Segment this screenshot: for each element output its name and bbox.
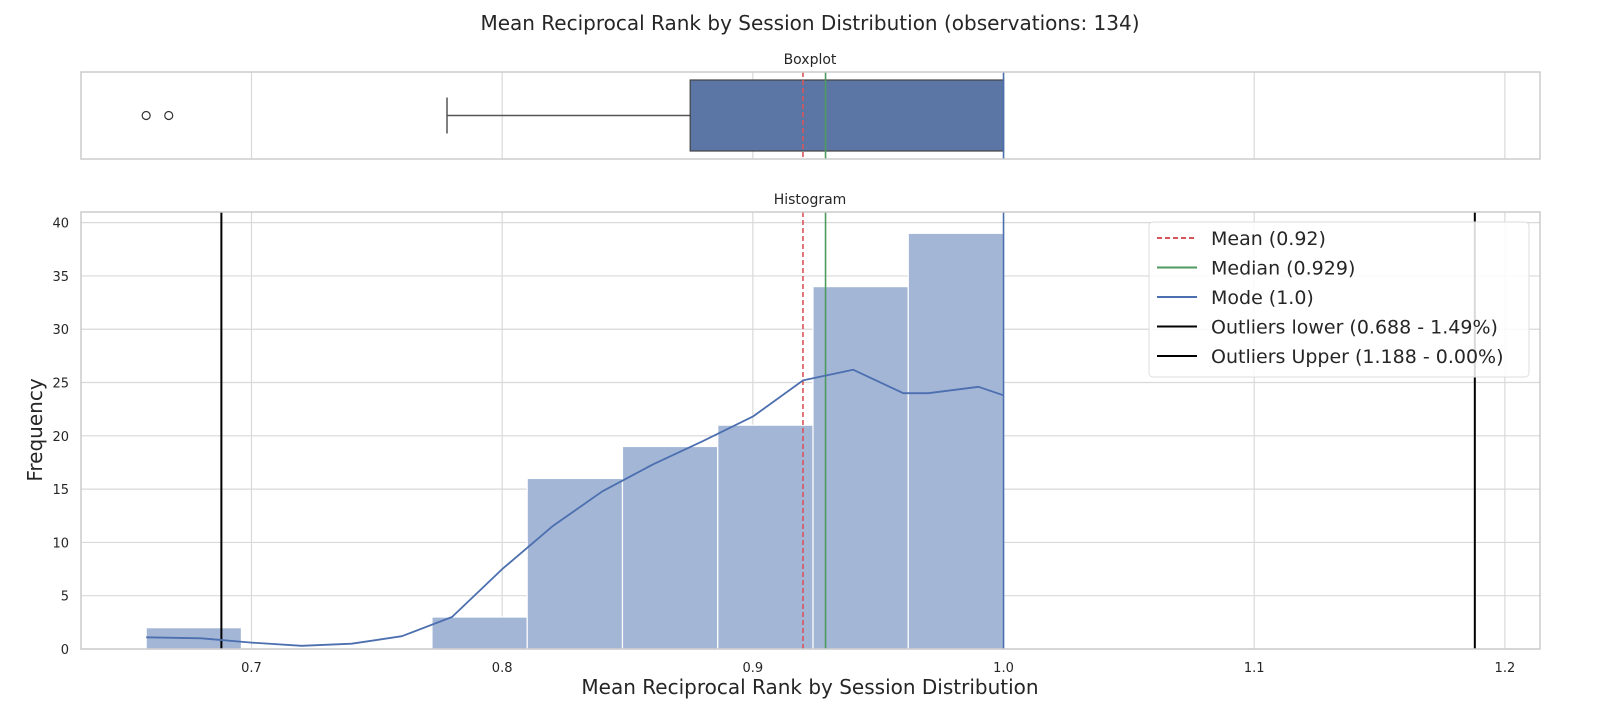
histogram-bars [145, 232, 1005, 650]
y-tick-label: 20 [52, 430, 69, 445]
legend-entry: Mean (0.92) [1211, 228, 1326, 250]
legend-frame [1148, 221, 1530, 378]
boxplot-outlier-point [164, 110, 174, 121]
x-tick-label: 0.8 [492, 661, 513, 676]
y-tick-label: 0 [61, 643, 69, 658]
x-tick-label: 0.9 [742, 661, 763, 676]
histogram-frame [80, 211, 1541, 650]
histogram-bar [717, 424, 814, 650]
histogram-bar [907, 232, 1005, 650]
y-tick-label: 25 [52, 377, 69, 392]
x-tick-label: 1.0 [993, 661, 1014, 676]
histogram-bar [812, 286, 909, 650]
y-tick-label: 30 [52, 323, 69, 338]
y-tick-label: 35 [52, 270, 69, 285]
histogram-panel: Histogram 0.7 0.8 0.9 1.0 1.1 1.2 0 5 10 15 20 25 3… [23, 192, 1541, 699]
kde-line [146, 368, 1004, 647]
legend-entry: Median (0.929) [1211, 258, 1355, 280]
figure-title: Mean Reciprocal Rank by Session Distribu… [480, 11, 1139, 35]
legend-entry: Outliers lower (0.688 - 1.49%) [1211, 317, 1498, 339]
boxplot-box [689, 79, 1005, 152]
histogram-bar [621, 445, 719, 650]
kde-curve [146, 368, 1004, 647]
x-tick-label: 1.1 [1244, 661, 1265, 676]
reference-lines [220, 212, 1476, 649]
x-axis-label: Mean Reciprocal Rank by Session Distribu… [581, 675, 1038, 699]
legend: Mean (0.92) Median (0.929) Mode (1.0) Outli… [1148, 221, 1530, 378]
histogram-bar [526, 477, 624, 650]
x-tick-label: 1.2 [1495, 661, 1516, 676]
boxplot-marks [141, 72, 1005, 159]
boxplot-frame [80, 71, 1541, 160]
y-tick-labels: 0 5 10 15 20 25 30 35 40 [52, 217, 69, 658]
legend-entry: Mode (1.0) [1211, 287, 1314, 309]
y-tick-label: 5 [61, 590, 69, 605]
y-axis-label: Frequency [23, 378, 47, 481]
histogram-bar [431, 616, 528, 650]
boxplot-subtitle: Boxplot [784, 52, 837, 68]
x-tick-labels: 0.7 0.8 0.9 1.0 1.1 1.2 [241, 661, 1515, 676]
y-tick-label: 10 [52, 536, 69, 551]
legend-entry: Outliers Upper (1.188 - 0.00%) [1211, 346, 1504, 368]
y-tick-label: 15 [52, 483, 69, 498]
x-tick-label: 0.7 [241, 661, 262, 676]
boxplot-outlier-point [141, 110, 151, 121]
histogram-subtitle: Histogram [774, 192, 847, 208]
y-tick-label: 40 [52, 217, 69, 232]
boxplot-panel: Boxplot [80, 52, 1541, 160]
